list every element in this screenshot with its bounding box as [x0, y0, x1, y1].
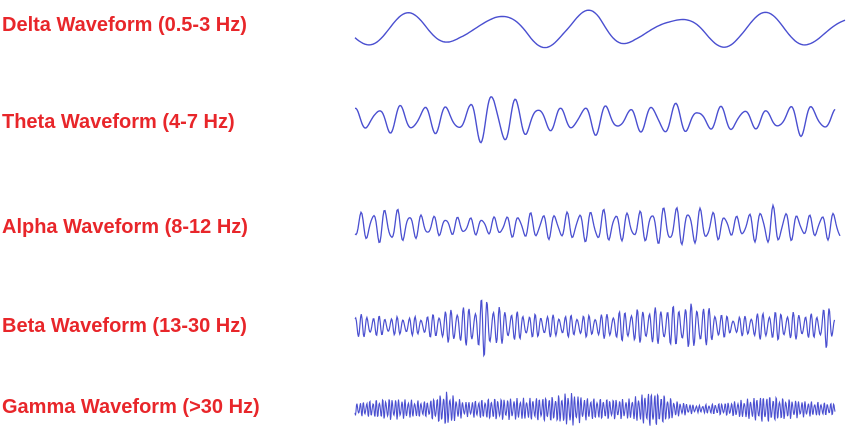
theta-wave	[354, 96, 836, 144]
gamma-wave	[354, 391, 836, 426]
beta-wave	[354, 299, 836, 358]
gamma-label: Gamma Waveform (>30 Hz)	[2, 396, 260, 418]
delta-label: Delta Waveform (0.5-3 Hz)	[2, 14, 247, 36]
alpha-wave	[354, 202, 841, 247]
gamma-wave-line	[354, 391, 836, 426]
alpha-wave-line	[354, 202, 841, 247]
delta-wave-line	[354, 9, 846, 49]
beta-label: Beta Waveform (13-30 Hz)	[2, 315, 247, 337]
delta-wave	[354, 9, 846, 49]
theta-label: Theta Waveform (4-7 Hz)	[2, 111, 235, 133]
theta-wave-line	[354, 96, 836, 144]
alpha-label: Alpha Waveform (8-12 Hz)	[2, 216, 248, 238]
beta-wave-line	[354, 299, 836, 358]
